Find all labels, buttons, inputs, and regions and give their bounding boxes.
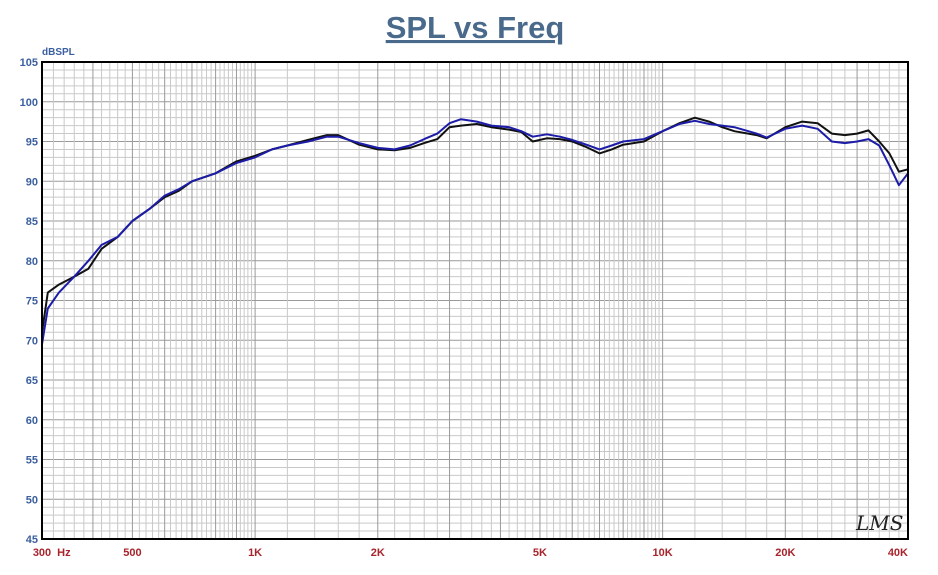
plot-frame	[41, 61, 909, 540]
series-line-2	[41, 118, 909, 345]
y-tick-label: 60	[26, 415, 38, 427]
y-tick-label: 105	[20, 57, 38, 69]
y-tick-labels: 45 50 55 60 65 70 75 80 85 90 95 100 105	[20, 57, 38, 546]
y-tick-label: 85	[26, 216, 38, 228]
x-tick-label: 40K	[888, 547, 908, 559]
x-tick-label: 5K	[533, 547, 547, 559]
x-axis-unit-label: Hz	[57, 547, 71, 559]
x-tick-label: 20K	[775, 547, 795, 559]
x-tick-label: 500	[123, 547, 141, 559]
x-tick-labels: 300 500 1K 2K 5K 10K 20K 40K	[33, 547, 908, 559]
series-line-1	[41, 116, 909, 333]
y-axis-unit-label: dBSPL	[42, 47, 75, 58]
series-group	[41, 116, 909, 345]
x-tick-label: 1K	[248, 547, 262, 559]
y-tick-label: 80	[26, 256, 38, 268]
y-tick-label: 45	[26, 534, 38, 546]
y-tick-label: 55	[26, 455, 38, 467]
x-tick-label: 10K	[653, 547, 673, 559]
y-tick-label: 70	[26, 335, 38, 347]
grid	[41, 61, 909, 540]
y-tick-label: 95	[26, 137, 38, 149]
x-tick-label: 300	[33, 547, 51, 559]
lms-watermark: LMS	[855, 511, 903, 535]
y-tick-label: 100	[20, 97, 38, 109]
y-tick-label: 50	[26, 494, 38, 506]
chart-title: SPL vs Freq	[386, 10, 565, 45]
y-tick-label: 90	[26, 176, 38, 188]
y-tick-label: 65	[26, 375, 38, 387]
y-tick-label: 75	[26, 296, 38, 308]
x-tick-label: 2K	[371, 547, 385, 559]
